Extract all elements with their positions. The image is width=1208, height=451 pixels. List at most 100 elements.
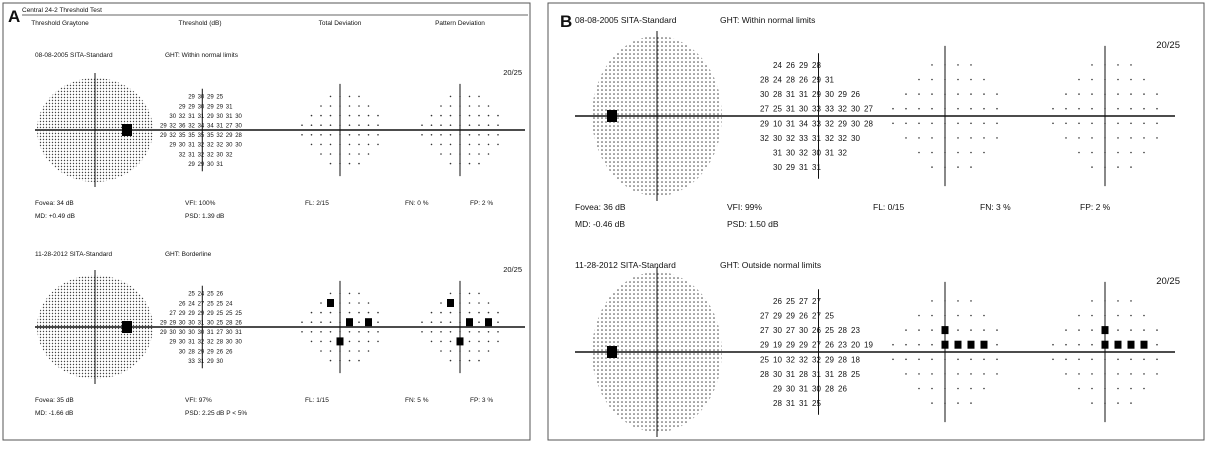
threshold-value: 27 [799,297,808,306]
threshold-value: 19 [773,341,782,350]
deviation-dot [1130,402,1132,404]
stat-fl: FL: 2/15 [305,200,329,207]
panel-label: A [8,7,20,26]
deviation-dot [449,331,452,333]
threshold-value: 32 [825,134,834,143]
deviation-dot [468,95,471,98]
deviation-dot [905,358,907,361]
panel-label: B [560,12,572,31]
threshold-value: 32 [188,123,195,129]
deviation-dot [1078,137,1080,139]
threshold-value: 29 [838,90,847,99]
threshold-value: 25 [851,370,860,379]
deviation-dot [367,143,370,146]
threshold-value: 27 [226,123,233,129]
deviation-dot [339,311,341,314]
deviation-dot [1130,78,1132,81]
threshold-value: 34 [207,123,214,129]
threshold-value: 26 [799,75,808,84]
threshold-value: 33 [812,105,821,114]
stat-fovea: Fovea: 35 dB [35,397,74,404]
acuity: 20/25 [1156,40,1180,51]
deviation-dot [339,292,341,295]
deviation-dot [1104,93,1106,95]
deviation-dot [944,166,946,168]
deviation-dot [931,93,933,95]
deviation-dot [918,122,920,125]
threshold-value: 30 [179,330,186,336]
threshold-value: 30 [825,90,834,99]
deviation-dot [1065,329,1067,331]
deviation-dot [970,373,972,375]
deviation-dot [983,93,985,95]
deviation-dot [440,124,442,126]
deviation-dot [339,321,341,324]
deviation-dot [421,134,423,136]
threshold-value: 29 [160,123,167,129]
deviation-dot [1143,93,1145,95]
column-header: Threshold Graytone [31,20,89,27]
threshold-value: 28 [864,119,873,128]
deviation-dot [487,105,490,107]
threshold-value: 34 [799,119,808,128]
threshold-value: 27 [812,311,821,320]
deviation-dot [944,358,946,361]
threshold-value: 29 [207,311,214,317]
deviation-dot [1091,107,1093,110]
deviation-symbol [954,340,962,349]
deviation-dot [329,95,332,98]
threshold-value: 20 [851,341,860,350]
deviation-dot [931,300,933,302]
threshold-value: 29 [799,341,808,350]
deviation-dot [310,114,313,117]
deviation-dot [1130,122,1132,125]
deviation-dot [996,358,998,361]
deviation-dot [310,340,313,343]
deviation-dot [358,134,360,136]
deviation-symbol [447,299,454,307]
threshold-value: 25 [825,326,834,335]
deviation-dot [459,143,461,146]
threshold-value: 29 [760,119,769,128]
deviation-dot [459,331,461,333]
deviation-symbol [1101,326,1109,335]
deviation-symbol [327,299,334,307]
deviation-dot [1091,93,1093,95]
deviation-dot [497,311,499,314]
threshold-value: 32 [207,152,214,158]
threshold-value: 30 [773,370,782,379]
deviation-dot [1117,151,1119,154]
deviation-dot [957,402,959,404]
threshold-value: 29 [169,340,176,346]
deviation-dot [377,321,379,324]
threshold-value: 29 [207,95,214,101]
threshold-value: 30 [179,143,186,149]
threshold-value: 30 [235,340,242,346]
threshold-value: 27 [760,326,769,335]
deviation-dot [918,387,920,390]
deviation-dot [449,350,452,352]
deviation-dot [367,331,370,333]
deviation-dot [970,107,972,110]
deviation-dot [459,124,461,126]
stat-md: MD: +0.49 dB [35,213,75,220]
deviation-dot [367,302,370,304]
ght-result: GHT: Within normal limits [720,15,815,25]
deviation-dot [931,329,933,331]
threshold-value: 30 [216,359,223,365]
deviation-symbol [336,337,344,346]
deviation-dot [348,292,351,295]
deviation-dot [430,311,433,314]
threshold-value: 24 [773,75,782,84]
threshold-value: 30 [188,320,195,326]
deviation-dot [905,93,907,95]
deviation-dot [1130,373,1132,375]
deviation-dot [1117,329,1119,331]
deviation-dot [957,166,959,168]
deviation-dot [459,311,461,314]
threshold-value: 25 [188,292,195,298]
deviation-dot [459,114,461,117]
deviation-dot [377,134,379,136]
threshold-value: 29 [812,75,821,84]
threshold-value: 30 [226,330,233,336]
